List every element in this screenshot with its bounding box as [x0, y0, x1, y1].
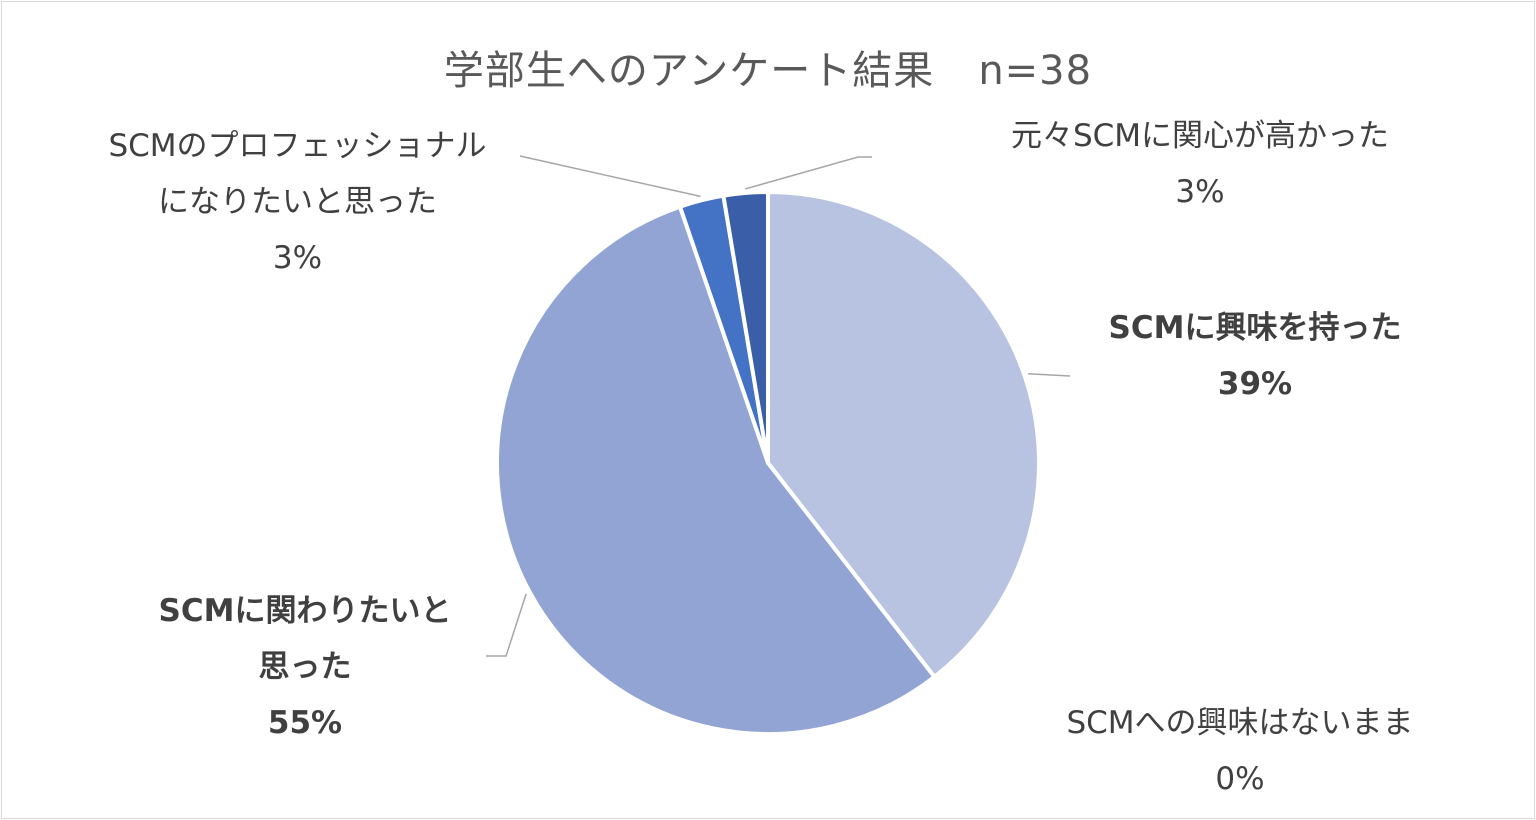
- slice-interested: [766, 190, 1041, 679]
- chart-sample-size: n=38: [978, 48, 1093, 94]
- label-want-involve-pct: 55%: [267, 705, 343, 741]
- slice-originally-interested: [721, 190, 770, 465]
- label-professional-line2: になりたいと思った: [158, 184, 437, 220]
- label-originally-interested: 元々SCMに関心が高かった 3%: [965, 108, 1435, 220]
- label-originally-text: 元々SCMに関心が高かった: [1010, 118, 1390, 154]
- label-interested: SCMに興味を持った 39%: [1060, 300, 1450, 412]
- label-professional-line1: SCMのプロフェッショナル: [108, 128, 487, 164]
- chart-title: 学部生へのアンケート結果 n=38: [0, 38, 1536, 96]
- label-want-involve: SCMに関わりたいと 思った 55%: [120, 583, 490, 751]
- label-want-involve-line2: 思った: [258, 649, 352, 685]
- label-no-interest: SCMへの興味はないまま 0%: [1020, 695, 1460, 807]
- label-originally-pct: 3%: [1175, 174, 1225, 210]
- leader-line: [486, 593, 527, 657]
- label-no-interest-text: SCMへの興味はないまま: [1066, 705, 1414, 741]
- chart-title-text: 学部生へのアンケート結果: [443, 48, 935, 94]
- leader-line: [1028, 372, 1071, 377]
- label-no-interest-pct: 0%: [1215, 761, 1265, 797]
- label-professional: SCMのプロフェッショナル になりたいと思った 3%: [60, 118, 535, 286]
- label-interested-text: SCMに興味を持った: [1108, 310, 1402, 346]
- leader-line: [519, 155, 701, 198]
- slice-want-involve: [495, 204, 937, 736]
- leader-line: [745, 156, 872, 190]
- label-professional-pct: 3%: [272, 240, 323, 276]
- label-want-involve-line1: SCMに関わりたいと: [158, 593, 452, 629]
- label-interested-pct: 39%: [1217, 366, 1293, 402]
